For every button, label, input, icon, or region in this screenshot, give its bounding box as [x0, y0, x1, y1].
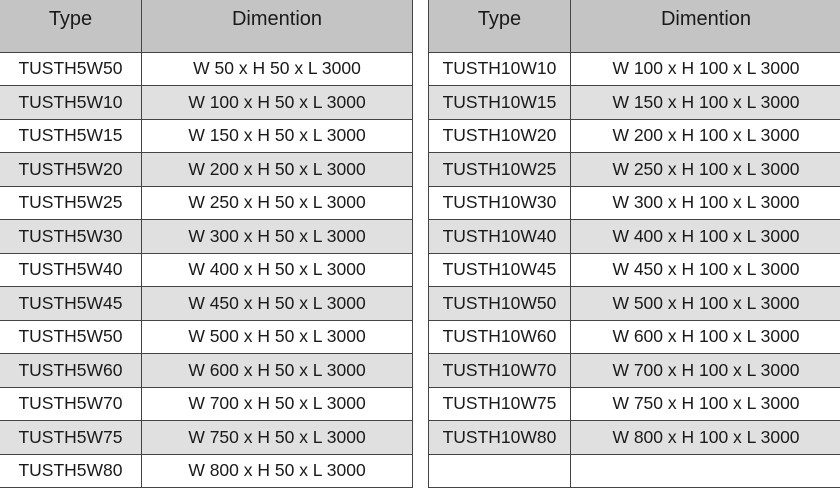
type-cell: [429, 454, 571, 488]
dimension-cell: W 150 x H 50 x L 3000: [142, 119, 413, 153]
dimension-cell: W 600 x H 100 x L 3000: [571, 320, 840, 354]
type-cell: TUSTH10W50: [429, 287, 571, 321]
type-cell: TUSTH10W15: [429, 86, 571, 120]
type-cell: TUSTH10W25: [429, 153, 571, 187]
dimension-cell: [571, 454, 840, 488]
type-cell: TUSTH10W45: [429, 253, 571, 287]
dimension-cell: W 250 x H 100 x L 3000: [571, 153, 840, 187]
type-cell: TUSTH10W75: [429, 387, 571, 421]
type-cell: TUSTH5W10: [0, 86, 142, 120]
type-cell: TUSTH10W40: [429, 220, 571, 254]
type-cell: TUSTH5W50: [0, 52, 142, 86]
dimension-cell: W 400 x H 50 x L 3000: [142, 253, 413, 287]
dimension-cell: W 200 x H 100 x L 3000: [571, 119, 840, 153]
type-cell: TUSTH5W75: [0, 421, 142, 455]
dimension-cell: W 500 x H 50 x L 3000: [142, 320, 413, 354]
type-cell: TUSTH5W25: [0, 186, 142, 220]
dimension-cell: W 500 x H 100 x L 3000: [571, 287, 840, 321]
type-cell: TUSTH5W45: [0, 287, 142, 321]
type-cell: TUSTH10W20: [429, 119, 571, 153]
dimension-cell: W 700 x H 100 x L 3000: [571, 354, 840, 388]
dimension-cell: W 750 x H 100 x L 3000: [571, 387, 840, 421]
dimension-header: Dimention: [142, 0, 413, 52]
dimension-cell: W 250 x H 50 x L 3000: [142, 186, 413, 220]
type-cell: TUSTH10W10: [429, 52, 571, 86]
dimension-cell: W 450 x H 50 x L 3000: [142, 287, 413, 321]
type-cell: TUSTH5W20: [0, 153, 142, 187]
table-row: [429, 454, 840, 488]
type-cell: TUSTH5W70: [0, 387, 142, 421]
type-header: Type: [0, 0, 142, 52]
dimension-cell: W 400 x H 100 x L 3000: [571, 220, 840, 254]
header-row: Type Dimention: [429, 0, 840, 52]
dimension-cell: W 200 x H 50 x L 3000: [142, 153, 413, 187]
dimension-header: Dimention: [571, 0, 840, 52]
type-cell: TUSTH10W30: [429, 186, 571, 220]
dimension-cell: W 750 x H 50 x L 3000: [142, 421, 413, 455]
dimension-cell: W 800 x H 100 x L 3000: [571, 421, 840, 455]
type-cell: TUSTH5W15: [0, 119, 142, 153]
type-cell: TUSTH5W30: [0, 220, 142, 254]
dimension-cell: W 50 x H 50 x L 3000: [142, 52, 413, 86]
dimension-cell: W 700 x H 50 x L 3000: [142, 387, 413, 421]
type-cell: TUSTH5W80: [0, 454, 142, 488]
dimension-cell: W 600 x H 50 x L 3000: [142, 354, 413, 388]
type-header: Type: [429, 0, 571, 52]
type-cell: TUSTH5W60: [0, 354, 142, 388]
type-cell: TUSTH10W60: [429, 320, 571, 354]
dimension-cell: W 100 x H 50 x L 3000: [142, 86, 413, 120]
dimension-cell: W 150 x H 100 x L 3000: [571, 86, 840, 120]
dimension-cell: W 300 x H 50 x L 3000: [142, 220, 413, 254]
type-cell: TUSTH5W50: [0, 320, 142, 354]
type-cell: TUSTH10W80: [429, 421, 571, 455]
type-cell: TUSTH5W40: [0, 253, 142, 287]
dimension-cell: W 300 x H 100 x L 3000: [571, 186, 840, 220]
dimension-cell: W 800 x H 50 x L 3000: [142, 454, 413, 488]
type-cell: TUSTH10W70: [429, 354, 571, 388]
dimension-cell: W 450 x H 100 x L 3000: [571, 253, 840, 287]
header-row: Type Dimention: [0, 0, 413, 52]
dimension-cell: W 100 x H 100 x L 3000: [571, 52, 840, 86]
